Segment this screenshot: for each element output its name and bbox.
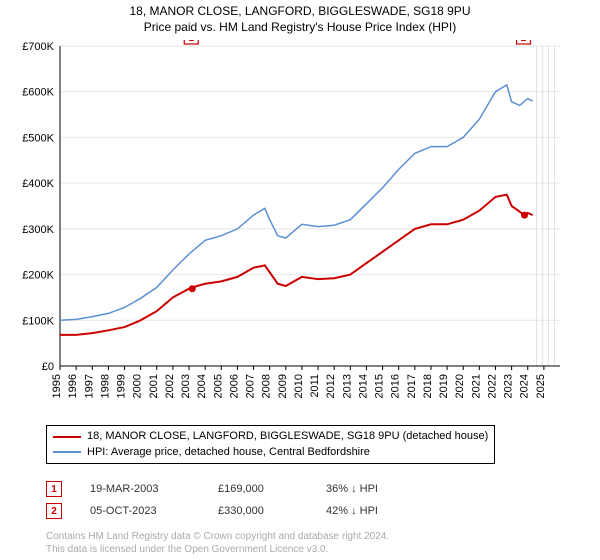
marker-row: 1 19-MAR-2003 £169,000 36% ↓ HPI — [46, 478, 436, 500]
svg-text:2: 2 — [521, 40, 527, 44]
svg-text:2017: 2017 — [406, 374, 418, 398]
titles: 18, MANOR CLOSE, LANGFORD, BIGGLESWADE, … — [0, 0, 600, 34]
svg-text:2007: 2007 — [245, 374, 257, 398]
svg-text:2002: 2002 — [164, 374, 176, 398]
title-address: 18, MANOR CLOSE, LANGFORD, BIGGLESWADE, … — [0, 4, 600, 18]
svg-text:2018: 2018 — [422, 374, 434, 398]
svg-text:£200K: £200K — [22, 270, 54, 282]
svg-text:2003: 2003 — [180, 374, 192, 398]
svg-text:2006: 2006 — [228, 374, 240, 398]
chart-area: £0 £100K £200K £300K £400K £500K £600K £700K 199… — [8, 40, 568, 410]
chart-container: 18, MANOR CLOSE, LANGFORD, BIGGLESWADE, … — [0, 0, 600, 560]
svg-text:2009: 2009 — [277, 374, 289, 398]
marker-date: 05-OCT-2023 — [90, 505, 190, 517]
legend-item: 18, MANOR CLOSE, LANGFORD, BIGGLESWADE, … — [53, 429, 488, 444]
footer-line: This data is licensed under the Open Gov… — [46, 543, 389, 556]
svg-text:1995: 1995 — [51, 374, 63, 398]
legend-swatch — [53, 451, 81, 453]
marker-price: £169,000 — [218, 483, 298, 495]
marker-price: £330,000 — [218, 505, 298, 517]
svg-text:1996: 1996 — [67, 374, 79, 398]
footer: Contains HM Land Registry data © Crown c… — [46, 530, 389, 556]
svg-text:2011: 2011 — [309, 374, 321, 398]
marker-badge: 1 — [46, 481, 62, 497]
marker-date: 19-MAR-2003 — [90, 483, 190, 495]
svg-text:2014: 2014 — [357, 374, 369, 398]
legend-swatch — [53, 436, 81, 438]
svg-text:1: 1 — [188, 40, 194, 44]
footer-line: Contains HM Land Registry data © Crown c… — [46, 530, 389, 543]
svg-text:2005: 2005 — [212, 374, 224, 398]
svg-text:2012: 2012 — [325, 374, 337, 398]
marker-table: 1 19-MAR-2003 £169,000 36% ↓ HPI 2 05-OC… — [46, 478, 436, 522]
line-chart-svg: £0 £100K £200K £300K £400K £500K £600K £700K 199… — [8, 40, 568, 410]
svg-text:2001: 2001 — [148, 374, 160, 398]
svg-text:£400K: £400K — [22, 178, 54, 190]
svg-text:2022: 2022 — [486, 374, 498, 398]
svg-text:2021: 2021 — [470, 374, 482, 398]
svg-text:1999: 1999 — [116, 374, 128, 398]
svg-text:2010: 2010 — [293, 374, 305, 398]
svg-text:2013: 2013 — [341, 374, 353, 398]
svg-text:1998: 1998 — [99, 374, 111, 398]
svg-text:£100K: £100K — [22, 315, 54, 327]
legend-label: HPI: Average price, detached house, Cent… — [87, 445, 370, 460]
svg-text:2025: 2025 — [535, 374, 547, 398]
svg-text:2016: 2016 — [390, 374, 402, 398]
marker-pct: 36% ↓ HPI — [326, 483, 436, 495]
title-subtitle: Price paid vs. HM Land Registry's House … — [0, 20, 600, 34]
marker-pct: 42% ↓ HPI — [326, 505, 436, 517]
svg-text:£0: £0 — [42, 361, 54, 373]
marker-row: 2 05-OCT-2023 £330,000 42% ↓ HPI — [46, 500, 436, 522]
svg-text:£600K: £600K — [22, 87, 54, 99]
legend: 18, MANOR CLOSE, LANGFORD, BIGGLESWADE, … — [46, 425, 495, 464]
svg-text:2020: 2020 — [454, 374, 466, 398]
svg-text:£300K: £300K — [22, 224, 54, 236]
svg-text:2019: 2019 — [438, 374, 450, 398]
svg-text:2000: 2000 — [132, 374, 144, 398]
legend-label: 18, MANOR CLOSE, LANGFORD, BIGGLESWADE, … — [87, 429, 488, 444]
legend-item: HPI: Average price, detached house, Cent… — [53, 445, 488, 460]
svg-text:£500K: £500K — [22, 132, 54, 144]
svg-text:£700K: £700K — [22, 41, 54, 53]
marker-badge: 2 — [46, 503, 62, 519]
svg-text:2023: 2023 — [503, 374, 515, 398]
svg-text:2004: 2004 — [196, 374, 208, 398]
svg-text:2024: 2024 — [519, 374, 531, 398]
svg-text:2015: 2015 — [374, 374, 386, 398]
svg-text:2008: 2008 — [261, 374, 273, 398]
svg-text:1997: 1997 — [83, 374, 95, 398]
